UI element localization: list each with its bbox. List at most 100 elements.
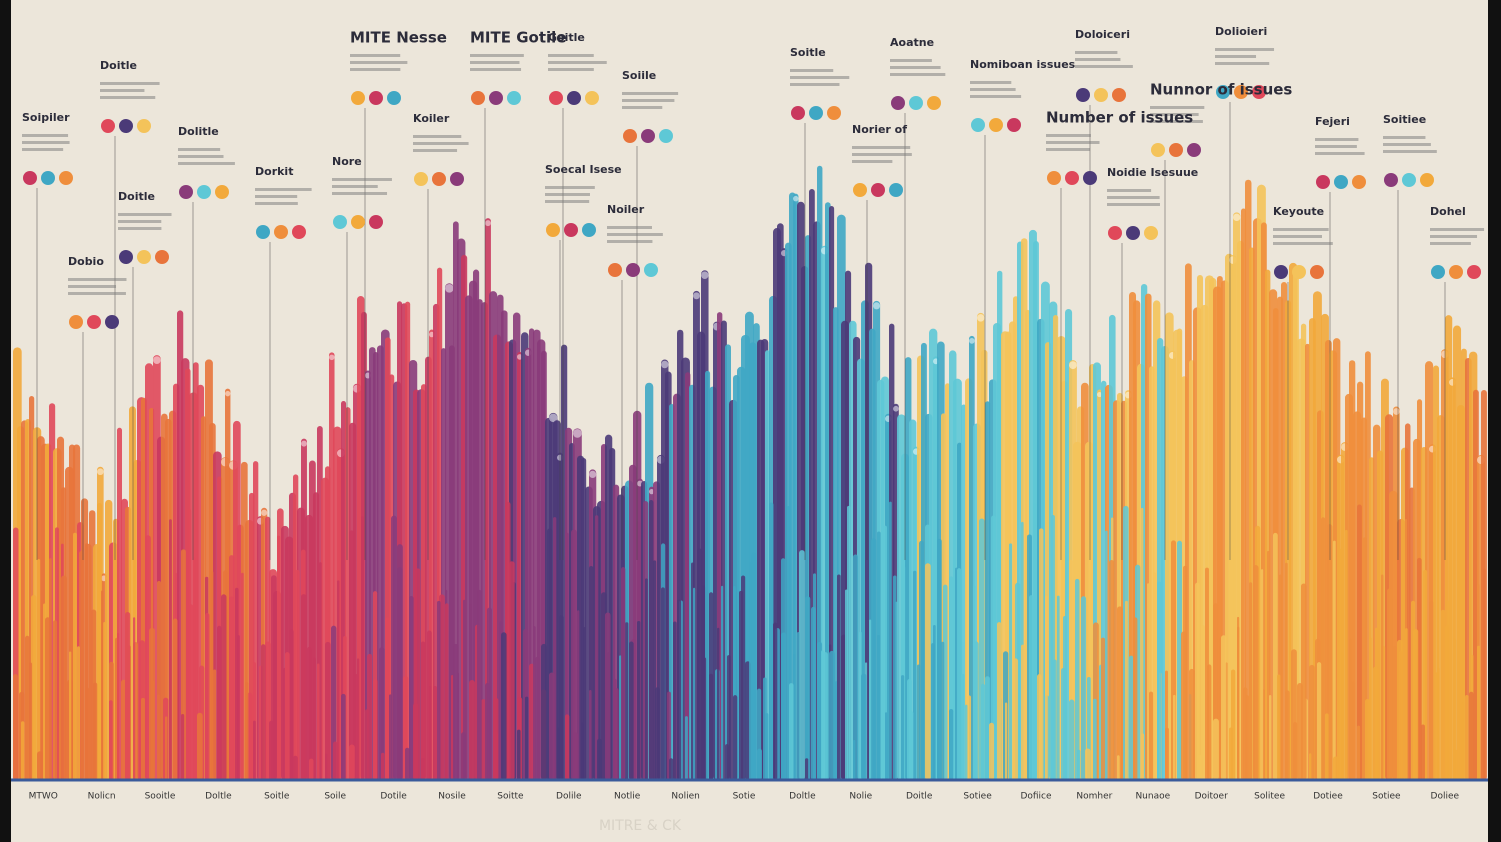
axis-label: Nolicn <box>88 792 116 802</box>
dot <box>137 119 151 133</box>
bar <box>655 687 661 780</box>
bar <box>821 650 825 780</box>
bar <box>93 682 98 780</box>
label-note <box>470 68 522 71</box>
bar <box>757 748 763 780</box>
label-note <box>68 278 127 281</box>
bar <box>565 714 570 780</box>
label-note <box>970 95 1022 98</box>
bar <box>409 596 414 780</box>
axis-label: Sotie <box>733 792 756 802</box>
dot <box>971 118 985 132</box>
bar <box>1381 574 1384 780</box>
bar <box>1105 530 1108 780</box>
bar <box>859 631 862 780</box>
bar <box>1033 502 1037 780</box>
axis-label: Doltle <box>205 792 232 802</box>
bar <box>525 696 529 780</box>
bar <box>1349 638 1352 780</box>
bar <box>373 591 378 780</box>
bar <box>189 604 194 780</box>
bar <box>469 680 475 780</box>
bar-cap <box>261 509 268 516</box>
axis-label: Soitte <box>497 792 524 802</box>
axis-label: MTWO <box>29 792 58 802</box>
label-note <box>852 160 893 163</box>
label-note <box>350 68 401 71</box>
bar <box>37 751 43 780</box>
bar <box>853 554 858 780</box>
bar <box>97 503 103 780</box>
dot <box>119 119 133 133</box>
bar <box>1081 596 1087 780</box>
label-note <box>970 81 1012 84</box>
bar <box>117 633 120 780</box>
bar <box>1221 635 1227 780</box>
label-note <box>852 153 912 156</box>
bar <box>205 613 210 780</box>
bar <box>1461 702 1465 780</box>
axis-label: Nunaoe <box>1135 792 1170 802</box>
label-note <box>100 82 160 85</box>
bar <box>1129 655 1134 780</box>
dot <box>155 250 169 264</box>
bar <box>319 562 322 780</box>
bar <box>73 532 77 780</box>
bar <box>751 552 757 780</box>
label: Nunnor of issues <box>1150 81 1292 99</box>
axis-label: Dofiice <box>1020 792 1052 802</box>
dot <box>791 106 805 120</box>
bar <box>301 594 307 780</box>
dot <box>809 106 823 120</box>
bar <box>501 632 507 780</box>
bar <box>1057 595 1060 780</box>
dot <box>1234 85 1248 99</box>
bar <box>1013 658 1019 780</box>
bar <box>1405 628 1408 780</box>
bar <box>481 699 486 780</box>
label-note <box>413 142 469 145</box>
dot <box>1151 143 1165 157</box>
bar <box>295 569 300 780</box>
label: MITE Gotile <box>470 29 566 47</box>
label-note <box>1046 141 1100 144</box>
bar <box>637 620 641 780</box>
bar <box>1309 753 1312 780</box>
bar <box>421 757 425 780</box>
dot <box>274 225 288 239</box>
bar <box>625 622 629 780</box>
dot <box>1007 118 1021 132</box>
dot <box>1310 265 1324 279</box>
bar <box>1421 724 1425 780</box>
bar <box>1483 568 1486 780</box>
bar <box>31 594 37 780</box>
label: MITE Nesse <box>350 29 447 47</box>
bar <box>693 587 696 780</box>
bar <box>1241 208 1247 781</box>
label-note <box>22 134 69 137</box>
bar <box>1267 550 1270 780</box>
bar <box>1249 582 1253 780</box>
label-note <box>1273 228 1329 231</box>
bar <box>581 722 584 780</box>
bar <box>781 632 787 780</box>
dot <box>137 250 151 264</box>
bar <box>133 617 136 780</box>
axis-label: Nosile <box>438 792 466 802</box>
bar <box>245 682 249 780</box>
axis-label: Nolie <box>849 792 872 802</box>
label-note <box>1107 189 1152 192</box>
label-note <box>1215 48 1275 51</box>
label-note <box>22 141 70 144</box>
bar <box>1413 628 1419 780</box>
label-note <box>178 155 224 158</box>
bar <box>1117 606 1123 780</box>
bar <box>485 683 491 780</box>
label-note <box>548 54 594 57</box>
bar-cap <box>549 413 558 423</box>
label-note <box>607 240 653 243</box>
bar <box>1229 727 1233 780</box>
bar <box>823 652 828 780</box>
bar <box>1069 699 1075 780</box>
bar <box>381 752 385 780</box>
